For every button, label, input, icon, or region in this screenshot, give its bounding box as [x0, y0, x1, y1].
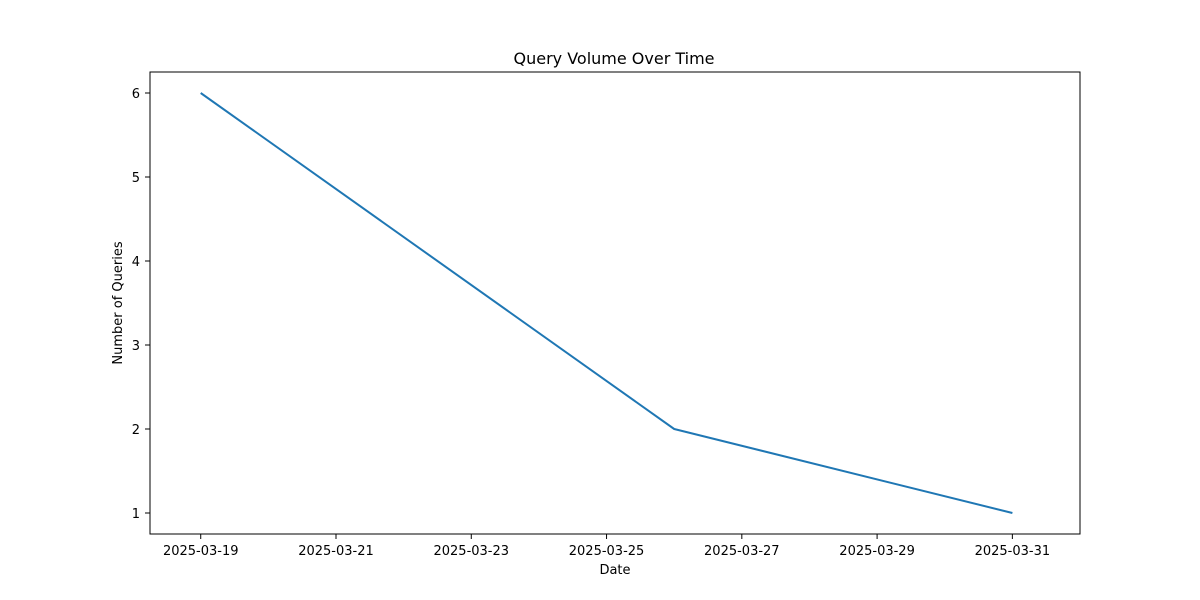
y-tick-label: 6: [132, 87, 140, 102]
x-tick-label: 2025-03-21: [298, 544, 374, 559]
y-tick-label: 4: [132, 255, 140, 270]
y-axis: 1 2 3 4 5 6: [132, 87, 150, 522]
x-axis: 2025-03-19 2025-03-21 2025-03-23 2025-03-25…: [163, 534, 1050, 559]
y-tick-label: 1: [132, 507, 140, 522]
x-tick-label: 2025-03-29: [839, 544, 915, 559]
x-tick-label: 2025-03-31: [975, 544, 1051, 559]
x-tick-label: 2025-03-27: [704, 544, 780, 559]
y-tick-label: 3: [132, 339, 140, 354]
x-tick-label: 2025-03-19: [163, 544, 239, 559]
x-tick-label: 2025-03-23: [433, 544, 509, 559]
x-axis-label: Date: [599, 563, 630, 578]
y-axis-label: Number of Queries: [111, 241, 126, 364]
y-tick-label: 5: [132, 171, 140, 186]
plot-area-frame: [149, 71, 1081, 535]
series-line: [200, 92, 1013, 514]
y-tick-label: 2: [132, 423, 140, 438]
x-tick-label: 2025-03-25: [569, 544, 645, 559]
chart-title: Query Volume Over Time: [513, 49, 714, 68]
series-group: [200, 92, 1013, 514]
